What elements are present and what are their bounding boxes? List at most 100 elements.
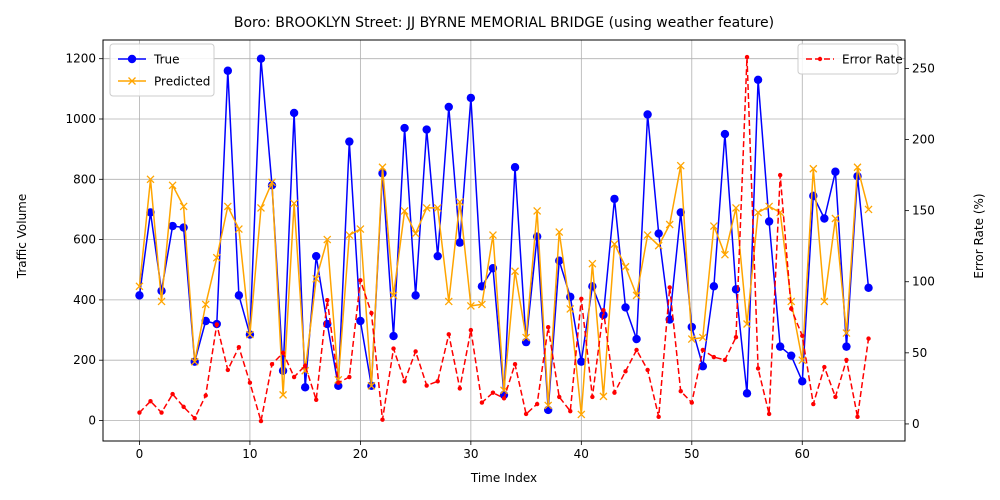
legend-error-rate: Error Rate: [797, 43, 903, 75]
point-predicted: [842, 329, 851, 338]
point-error-rate: [280, 350, 286, 356]
point-error-rate: [855, 414, 860, 420]
point-error-rate: [512, 362, 518, 367]
point-true: [356, 316, 365, 326]
point-error-rate: [137, 410, 142, 415]
point-predicted: [676, 161, 685, 170]
point-error-rate: [269, 362, 275, 367]
point-true: [621, 303, 630, 312]
point-predicted: [665, 220, 674, 229]
point-true: [764, 217, 774, 226]
y2-tick-label: 100: [912, 275, 935, 289]
series-predicted: [135, 161, 873, 419]
y-tick-label: 800: [73, 172, 96, 186]
point-error-rate: [733, 334, 739, 340]
point-error-rate: [744, 54, 750, 60]
point-true: [278, 366, 288, 375]
point-error-rate: [325, 298, 330, 303]
chart-title: Boro: BROOKLYN Street: JJ BYRNE MEMORIAL…: [234, 15, 774, 31]
point-predicted: [809, 164, 818, 173]
point-true: [179, 223, 188, 232]
point-predicted: [223, 202, 232, 211]
point-error-rate: [468, 327, 474, 333]
point-error-rate: [380, 417, 385, 422]
y-tick-label: 0: [88, 413, 96, 427]
point-error-rate: [258, 418, 264, 424]
legend-label-error-rate: Error Rate: [842, 53, 903, 67]
point-predicted: [466, 301, 475, 310]
point-predicted: [157, 297, 166, 306]
point-predicted: [422, 203, 431, 212]
point-predicted: [610, 240, 619, 249]
point-error-rate: [656, 414, 661, 420]
point-true: [334, 381, 343, 391]
point-error-rate: [314, 397, 319, 402]
point-error-rate: [766, 411, 772, 417]
point-error-rate: [192, 416, 197, 421]
point-true: [289, 108, 299, 118]
y-tick-label: 1000: [65, 112, 96, 126]
point-error-rate: [711, 354, 717, 360]
point-true: [632, 334, 641, 344]
point-true: [389, 331, 398, 341]
point-predicted: [853, 163, 862, 172]
point-error-rate: [402, 379, 407, 384]
point-true: [300, 383, 310, 392]
point-error-rate: [557, 394, 562, 400]
point-error-rate: [170, 391, 175, 397]
point-true: [543, 405, 553, 415]
point-error-rate: [811, 401, 816, 407]
point-predicted: [234, 225, 243, 234]
point-predicted: [511, 267, 520, 276]
point-predicted: [720, 250, 729, 259]
point-true: [466, 93, 476, 103]
point-error-rate: [689, 400, 694, 405]
y-tick-label: 600: [73, 233, 96, 247]
point-predicted: [621, 262, 630, 271]
point-error-rate: [579, 296, 584, 302]
point-error-rate: [601, 307, 606, 313]
point-true: [455, 238, 465, 247]
point-predicted: [544, 401, 553, 410]
point-predicted: [566, 304, 575, 313]
point-error-rate: [413, 349, 418, 354]
point-error-rate: [247, 380, 253, 385]
y2-tick-label: 200: [912, 133, 935, 147]
point-error-rate: [369, 310, 374, 316]
point-true: [400, 123, 409, 133]
point-error-rate: [501, 396, 507, 401]
point-predicted: [433, 203, 442, 212]
point-error-rate: [777, 172, 783, 178]
point-predicted: [444, 297, 453, 306]
y-tick-label: 1200: [65, 52, 96, 66]
point-predicted: [190, 357, 199, 366]
point-true: [223, 66, 233, 75]
point-predicted: [687, 335, 696, 344]
point-error-rate: [336, 380, 341, 385]
point-predicted: [477, 300, 486, 309]
point-predicted: [798, 356, 807, 365]
point-true: [566, 292, 575, 302]
point-error-rate: [523, 411, 529, 417]
point-error-rate: [490, 390, 496, 395]
point-error-rate: [822, 364, 827, 370]
point-error-rate: [424, 383, 429, 388]
y2-axis-label: Error Rate (%): [972, 193, 986, 278]
point-predicted: [555, 228, 564, 237]
y-tick-label: 200: [73, 353, 96, 367]
point-error-rate: [866, 336, 871, 341]
point-predicted: [279, 390, 288, 399]
point-predicted: [533, 206, 542, 215]
point-true: [643, 110, 652, 119]
point-predicted: [732, 203, 740, 212]
point-true: [775, 342, 785, 351]
point-error-rate: [347, 374, 352, 380]
point-error-rate: [358, 278, 363, 283]
point-error-rate: [623, 369, 628, 374]
point-predicted: [323, 235, 332, 244]
point-predicted: [831, 214, 840, 223]
point-true: [798, 377, 807, 386]
point-error-rate: [391, 346, 396, 351]
point-error-rate: [590, 394, 595, 400]
